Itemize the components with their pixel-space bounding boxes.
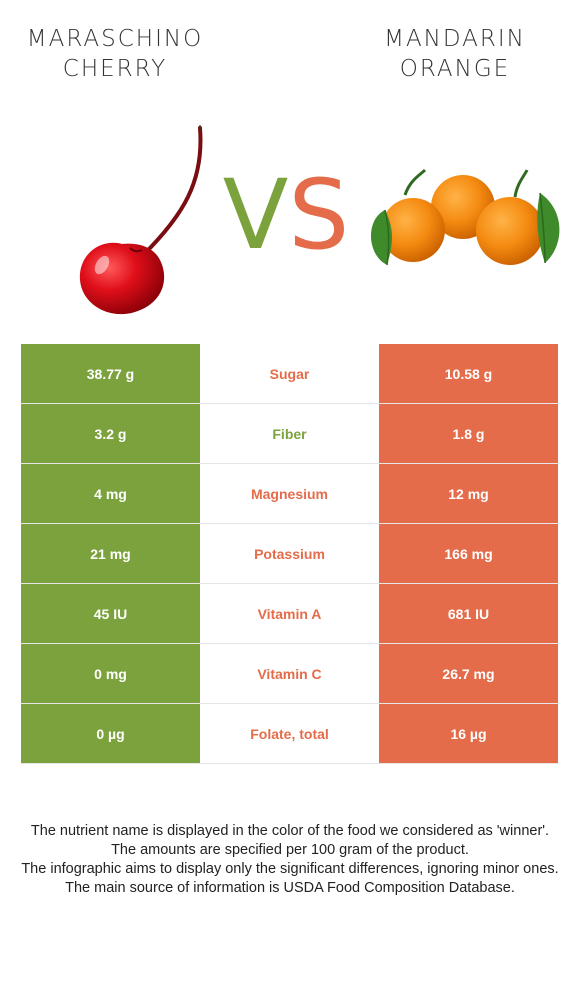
footer-note-aim: The infographic aims to display only the…	[21, 861, 559, 877]
right-value: 26.7 mg	[379, 643, 558, 704]
nutrient-name: Vitamin A	[200, 583, 379, 644]
nutrient-name: Vitamin C	[200, 643, 379, 704]
nutrient-name: Magnesium	[200, 463, 379, 524]
left-value: 38.77 g	[21, 344, 200, 404]
table-row: 3.2 g Fiber 1.8 g	[21, 403, 558, 464]
table-row: 38.77 g Sugar 10.58 g	[21, 344, 558, 404]
vs-s: S	[288, 159, 350, 271]
footer-notes: The nutrient name is displayed in the co…	[20, 822, 560, 898]
table-row: 45 IU Vitamin A 681 IU	[21, 583, 558, 644]
right-value: 12 mg	[379, 463, 558, 524]
mandarin-orange-image	[370, 168, 560, 266]
left-value: 0 mg	[21, 643, 200, 704]
nutrient-name: Folate, total	[200, 703, 379, 764]
left-value: 45 IU	[21, 583, 200, 644]
nutrient-name: Fiber	[200, 403, 379, 464]
left-value: 4 mg	[21, 463, 200, 524]
right-value: 1.8 g	[379, 403, 558, 464]
right-value: 166 mg	[379, 523, 558, 584]
right-value: 16 µg	[379, 703, 558, 764]
right-value: 681 IU	[379, 583, 558, 644]
footer-note-source: The main source of information is USDA F…	[65, 880, 515, 896]
table-row: 21 mg Potassium 166 mg	[21, 523, 558, 584]
nutrient-name: Potassium	[200, 523, 379, 584]
right-food-title-line2: ORANGE	[399, 56, 511, 82]
table-row: 0 mg Vitamin C 26.7 mg	[21, 643, 558, 704]
footer-note-winner: The nutrient name is displayed in the co…	[30, 823, 550, 839]
footer-note-amounts: The amounts are specified per 100 gram o…	[111, 842, 469, 858]
cherry-image	[79, 125, 203, 315]
vs-v: V	[222, 159, 289, 271]
right-food-title: MANDARIN ORANGE	[340, 24, 570, 84]
nutrient-name: Sugar	[200, 344, 379, 404]
left-value: 3.2 g	[21, 403, 200, 464]
right-food-title-line1: MANDARIN	[384, 26, 526, 52]
left-value: 0 µg	[21, 703, 200, 764]
right-value: 10.58 g	[379, 344, 558, 404]
table-row: 0 µg Folate, total 16 µg	[21, 703, 558, 764]
table-row: 4 mg Magnesium 12 mg	[21, 463, 558, 524]
vs-label: VS	[222, 160, 350, 270]
left-value: 21 mg	[21, 523, 200, 584]
left-food-title-line2: CHERRY	[62, 56, 168, 82]
left-food-title: MARASCHINO CHERRY	[0, 24, 230, 84]
left-food-title-line1: MARASCHINO	[26, 26, 204, 52]
